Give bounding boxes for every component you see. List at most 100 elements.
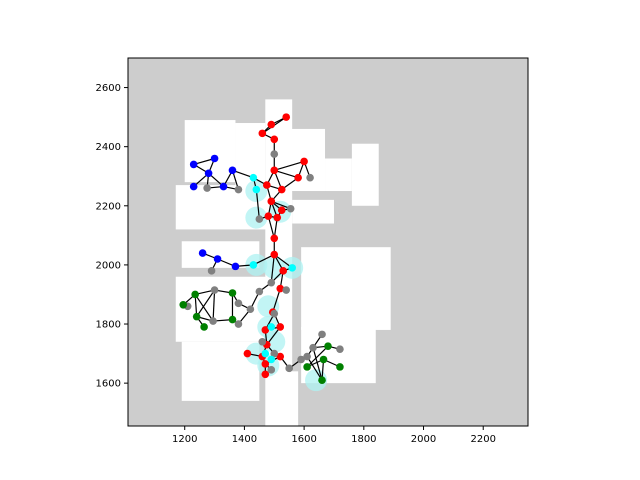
graph-node bbox=[318, 330, 326, 339]
graph-node bbox=[249, 173, 258, 182]
graph-node bbox=[219, 182, 228, 191]
graph-node bbox=[277, 206, 286, 215]
y-tick-label: 2200 bbox=[96, 201, 121, 212]
graph-node bbox=[270, 309, 279, 318]
graph-node bbox=[279, 267, 288, 275]
graph-node bbox=[255, 287, 264, 296]
graph-nodes bbox=[179, 113, 344, 384]
graph-node bbox=[267, 278, 276, 287]
graph-node bbox=[319, 355, 328, 364]
graph-edge bbox=[274, 169, 299, 179]
x-tick-label: 1600 bbox=[291, 434, 316, 445]
graph-node bbox=[286, 204, 295, 213]
graph-node bbox=[270, 234, 279, 243]
graph-node bbox=[228, 315, 237, 324]
free-region bbox=[292, 199, 334, 224]
plot-area bbox=[128, 58, 528, 426]
y-tick-label: 2600 bbox=[96, 83, 121, 94]
graph-node bbox=[267, 323, 276, 331]
graph-node bbox=[258, 337, 267, 346]
graph-node bbox=[288, 264, 296, 272]
graph-edge bbox=[267, 215, 275, 239]
graph-node bbox=[324, 342, 332, 350]
graph-node bbox=[285, 364, 293, 373]
x-axis: 1200 1400 1600 1800 2000 2200 bbox=[172, 426, 496, 445]
graph-node bbox=[267, 366, 276, 374]
graph-node bbox=[191, 290, 199, 299]
graph-edge bbox=[196, 289, 216, 317]
graph-node bbox=[189, 160, 198, 169]
graph-edge bbox=[272, 288, 281, 313]
graph-edge bbox=[212, 290, 216, 322]
graph-node bbox=[234, 185, 243, 194]
x-tick-label: 1800 bbox=[351, 434, 376, 445]
graph-node bbox=[210, 286, 219, 294]
graph-node bbox=[210, 154, 219, 163]
free-region bbox=[325, 158, 352, 192]
free-region bbox=[351, 143, 379, 206]
graph-node bbox=[270, 150, 279, 158]
graph-node bbox=[318, 376, 326, 384]
graph-node bbox=[303, 352, 311, 361]
x-tick-label: 1400 bbox=[232, 434, 257, 445]
graph-node bbox=[303, 363, 311, 371]
graph-node bbox=[204, 169, 213, 178]
y-tick-label: 1800 bbox=[96, 320, 121, 331]
graph-node bbox=[306, 173, 314, 182]
y-tick-label: 2000 bbox=[96, 260, 121, 271]
graph-node bbox=[261, 349, 270, 358]
plot-frame bbox=[127, 57, 529, 427]
x-tick-label: 2000 bbox=[411, 434, 436, 445]
graph-node bbox=[270, 135, 279, 144]
graph-node bbox=[309, 343, 317, 352]
graph-node bbox=[243, 349, 252, 358]
x-tick-label: 1200 bbox=[172, 434, 197, 445]
graph-node bbox=[270, 250, 279, 259]
y-axis: 1600 1800 2000 2200 2400 2600 bbox=[96, 83, 128, 390]
graph-node bbox=[270, 166, 279, 175]
graph-node bbox=[273, 213, 282, 222]
graph-node bbox=[234, 320, 243, 328]
graph-node bbox=[228, 289, 237, 297]
graph-node bbox=[277, 185, 286, 194]
graph-edge bbox=[270, 254, 275, 283]
graph-node bbox=[252, 185, 261, 194]
graph-node bbox=[264, 212, 273, 220]
graph-node bbox=[200, 323, 208, 331]
graph-node bbox=[336, 363, 344, 371]
graph-node bbox=[276, 284, 285, 293]
y-tick-label: 1600 bbox=[96, 379, 121, 390]
graph-node bbox=[231, 262, 240, 271]
graph-node bbox=[300, 157, 308, 166]
graph-node bbox=[179, 301, 188, 309]
y-tick-label: 2400 bbox=[96, 142, 121, 153]
graph-node bbox=[234, 299, 243, 308]
graph-node bbox=[255, 215, 264, 223]
graph-node bbox=[276, 323, 285, 331]
graph-edge bbox=[306, 345, 329, 368]
graph-node bbox=[276, 352, 285, 361]
graph-edge bbox=[255, 189, 260, 220]
graph-node bbox=[270, 349, 279, 358]
graph-node bbox=[261, 326, 270, 334]
free-region bbox=[301, 247, 391, 330]
free-region bbox=[280, 371, 299, 426]
graph-node bbox=[198, 249, 207, 257]
graph-node bbox=[209, 317, 217, 325]
graph-node bbox=[213, 255, 222, 263]
graph-node bbox=[203, 184, 211, 192]
graph-node bbox=[267, 120, 276, 129]
graph-node bbox=[267, 197, 276, 206]
graph-node bbox=[192, 312, 201, 321]
graph-edge bbox=[194, 294, 214, 322]
graph-node bbox=[297, 355, 305, 364]
graph-node bbox=[228, 166, 237, 175]
highlight-zone bbox=[305, 369, 328, 392]
graph-node bbox=[267, 355, 276, 364]
graph-edge bbox=[274, 160, 305, 171]
graph-node bbox=[263, 181, 271, 189]
graph-node bbox=[261, 360, 270, 368]
graph-edge bbox=[312, 347, 323, 381]
graph-node bbox=[207, 267, 216, 275]
